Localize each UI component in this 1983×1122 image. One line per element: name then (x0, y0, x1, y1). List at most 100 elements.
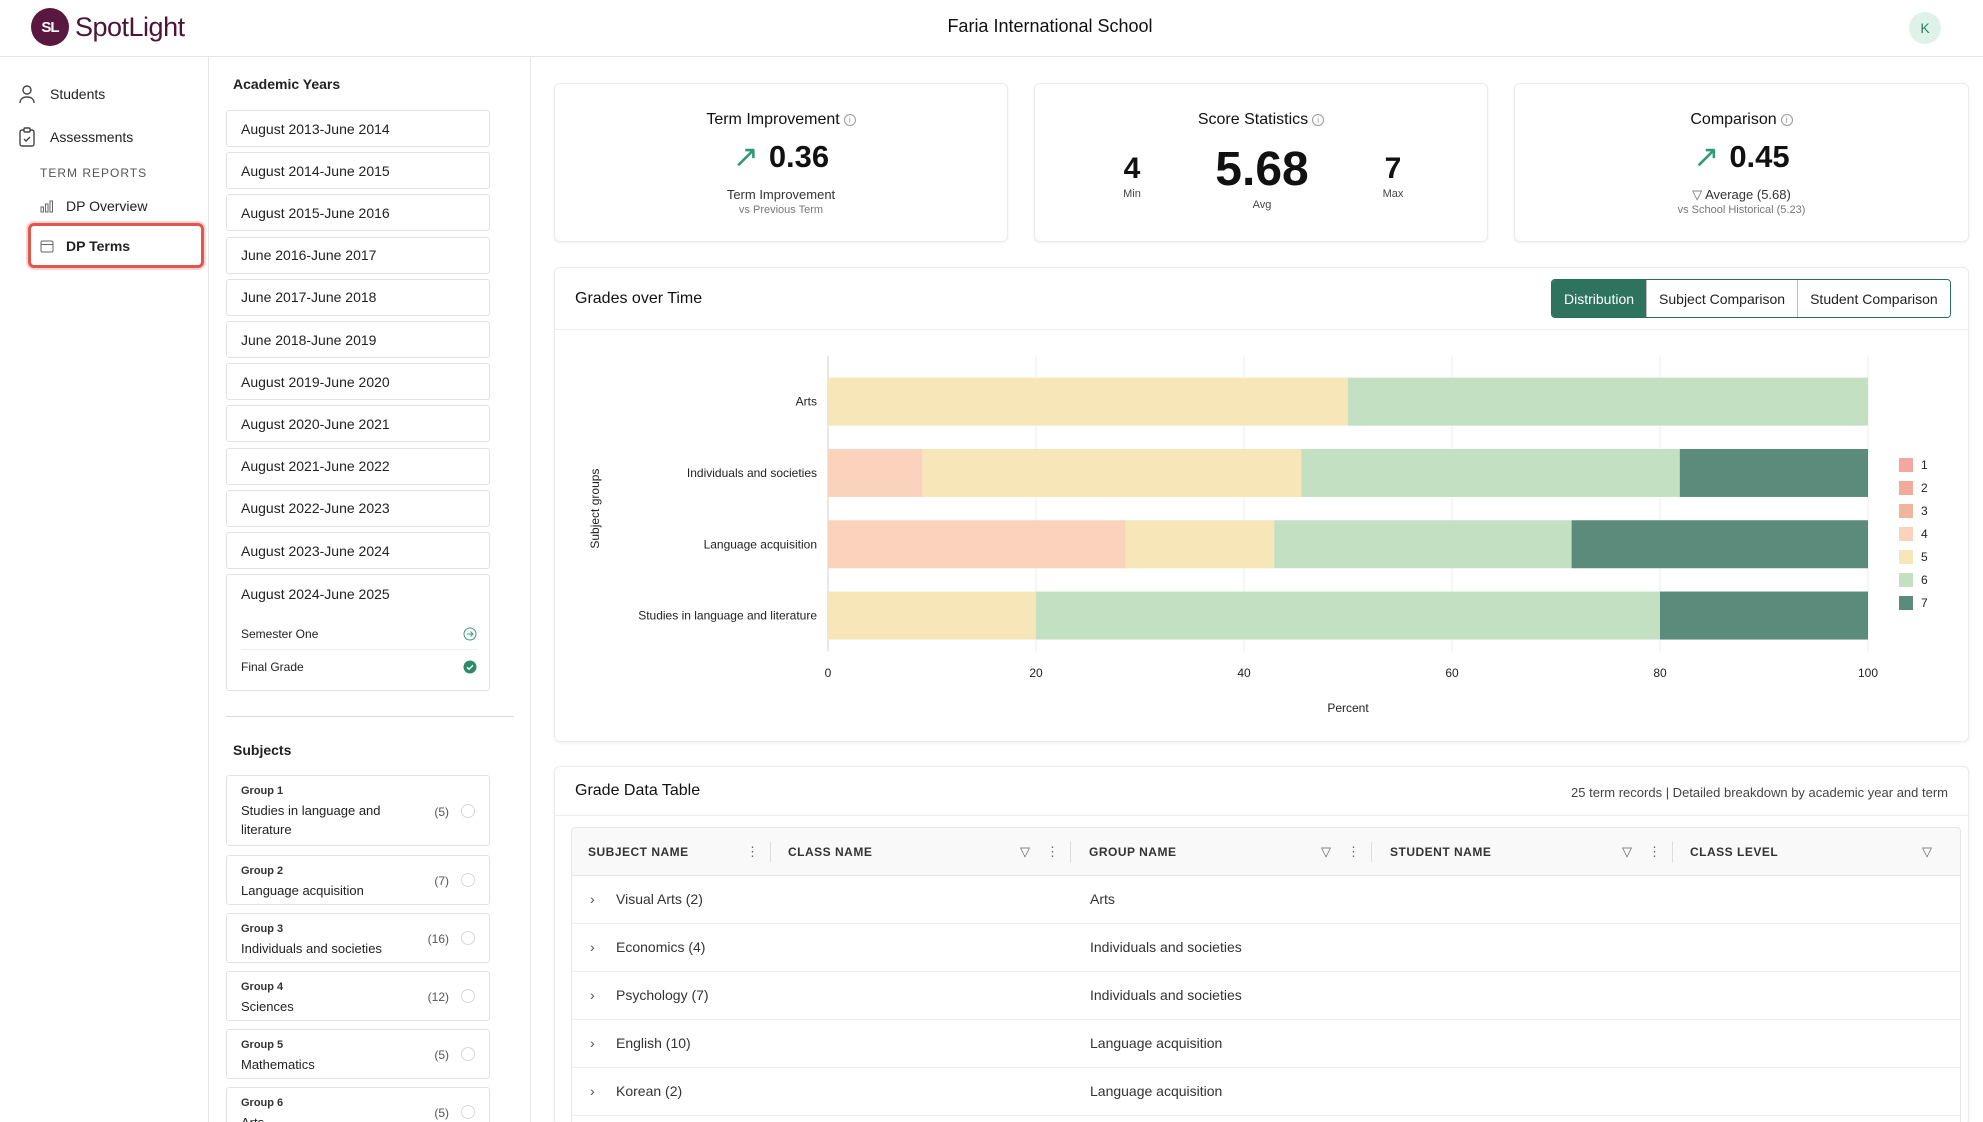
legend-label: 2 (1921, 481, 1928, 495)
cell-subject-name: English (10) (616, 1035, 691, 1051)
app-logo[interactable]: SL SpotLight (31, 8, 185, 46)
filter-icon[interactable]: ▽ (1622, 844, 1632, 859)
subject-group-item[interactable]: Group 5 Mathematics (5) (226, 1029, 490, 1079)
year-item-expanded[interactable]: August 2024-June 2025 Semester One Final… (226, 574, 490, 691)
col-header-subject-name[interactable]: SUBJECT NAME (588, 845, 689, 859)
cell-subject-name: Economics (4) (616, 939, 706, 955)
y-tick-label: Arts (796, 395, 817, 409)
subject-group-item[interactable]: Group 4 Sciences (12) (226, 971, 490, 1021)
bar-segment-grade-6 (1036, 591, 1660, 640)
chevron-right-icon[interactable]: › (590, 939, 595, 955)
column-separator[interactable] (1070, 842, 1071, 862)
bar-segment-grade-7 (1679, 448, 1868, 497)
x-tick-label: 100 (1858, 666, 1878, 680)
tab-subject-comparison[interactable]: Subject Comparison (1646, 280, 1798, 317)
subject-group-item[interactable]: Group 1 Studies in language and literatur… (226, 775, 490, 846)
subject-count: (5) (434, 1048, 449, 1062)
col-header-class-level[interactable]: CLASS LEVEL (1690, 845, 1779, 859)
table-row[interactable]: › Economics (4) Individuals and societies (572, 924, 1960, 972)
nav-label-dp-overview: DP Overview (66, 198, 148, 214)
bar-chart-icon (40, 200, 53, 213)
subject-group-item[interactable]: Group 3 Individuals and societies (16) (226, 913, 490, 963)
chart-view-toggle: Distribution Subject Comparison Student … (1551, 279, 1951, 318)
year-item[interactable]: August 2023-June 2024 (226, 532, 490, 569)
column-menu-icon[interactable]: ⋮ (1046, 844, 1059, 859)
x-tick-label: 40 (1237, 666, 1251, 680)
person-icon (19, 85, 35, 104)
nav-item-students[interactable]: Students (18, 84, 105, 104)
year-item[interactable]: August 2019-June 2020 (226, 363, 490, 401)
subject-group-item[interactable]: Group 6 Arts (5) (226, 1087, 490, 1122)
radio-button[interactable] (461, 1105, 475, 1119)
year-item[interactable]: August 2020-June 2021 (226, 405, 490, 443)
year-item[interactable]: August 2022-June 2023 (226, 489, 490, 527)
chevron-right-icon[interactable]: › (590, 891, 595, 907)
year-item[interactable]: August 2014-June 2015 (226, 152, 490, 190)
score-max: 7 Max (1382, 152, 1404, 200)
grid-header: SUBJECT NAME ⋮ CLASS NAME ▽ ⋮ GROUP NAME… (572, 828, 1960, 876)
nav-item-dp-terms[interactable]: DP Terms (28, 223, 204, 268)
cell-subject-name: Korean (2) (616, 1083, 683, 1099)
term-label: Semester One (241, 626, 319, 641)
nav-item-assessments[interactable]: Assessments (18, 127, 133, 147)
sidebar-nav: Students Assessments TERM REPORTS DP Ove… (0, 57, 209, 1122)
table-row[interactable]: › Visual Arts (2) Arts (572, 876, 1960, 924)
y-tick-label: Individuals and societies (687, 466, 817, 480)
bar-segment-grade-5 (1125, 520, 1275, 569)
column-separator[interactable] (1672, 842, 1673, 862)
year-item[interactable]: August 2021-June 2022 (226, 447, 490, 485)
info-icon[interactable]: i (1312, 114, 1325, 126)
table-row[interactable]: › Psychology (7) Individuals and societies (572, 972, 1960, 1020)
tab-distribution[interactable]: Distribution (1552, 280, 1647, 317)
table-row[interactable]: › Korean (2) Language acquisition (572, 1068, 1960, 1116)
chevron-right-icon[interactable]: › (590, 1035, 595, 1051)
subject-count: (12) (427, 990, 449, 1004)
year-item[interactable]: June 2017-June 2018 (226, 278, 490, 316)
chevron-right-icon[interactable]: › (590, 987, 595, 1003)
info-icon[interactable]: i (843, 114, 856, 126)
chevron-right-icon[interactable]: › (590, 1083, 595, 1099)
user-avatar[interactable]: K (1909, 12, 1941, 44)
radio-button[interactable] (461, 803, 475, 818)
subject-count: (5) (434, 1106, 449, 1120)
nav-section-term-reports: TERM REPORTS (40, 166, 148, 180)
year-item[interactable]: August 2015-June 2016 (226, 194, 490, 232)
comparison-title: Comparison i (1515, 111, 1968, 129)
year-item[interactable]: August 2013-June 2014 (226, 110, 490, 147)
legend-label: 6 (1921, 573, 1928, 587)
calendar-icon (40, 240, 54, 252)
column-separator[interactable] (770, 842, 771, 862)
col-header-class-name[interactable]: CLASS NAME (788, 845, 873, 859)
academic-years-heading: Academic Years (233, 76, 341, 92)
radio-button[interactable] (461, 873, 475, 887)
subject-group-label: Group 2 (241, 865, 284, 877)
cell-group-name: Arts (1090, 891, 1115, 907)
column-separator[interactable] (1371, 842, 1372, 862)
col-header-student-name[interactable]: STUDENT NAME (1390, 845, 1492, 859)
school-title: Faria International School (947, 16, 1153, 36)
filter-icon[interactable]: ▽ (1922, 844, 1932, 859)
legend-label: 5 (1921, 550, 1928, 564)
filter-icon[interactable]: ▽ (1020, 844, 1030, 859)
y-tick-label: Language acquisition (704, 537, 817, 551)
table-row[interactable]: › English (10) Language acquisition (572, 1020, 1960, 1068)
subject-group-item[interactable]: Group 2 Language acquisition (7) (226, 855, 490, 905)
column-menu-icon[interactable]: ⋮ (1648, 844, 1661, 859)
trend-up-icon: ↗ (732, 139, 759, 174)
year-item[interactable]: June 2018-June 2019 (226, 321, 490, 358)
score-statistics-title: Score Statistics i (1035, 111, 1487, 129)
radio-button[interactable] (461, 931, 475, 945)
radio-button[interactable] (461, 1047, 475, 1061)
term-option-final-grade[interactable]: Final Grade (241, 651, 477, 683)
info-icon[interactable]: i (1780, 114, 1793, 126)
tab-student-comparison[interactable]: Student Comparison (1797, 280, 1950, 317)
year-item[interactable]: June 2016-June 2017 (226, 236, 490, 274)
filter-icon[interactable]: ▽ (1321, 844, 1331, 859)
column-menu-icon[interactable]: ⋮ (1347, 844, 1360, 859)
col-header-group-name[interactable]: GROUP NAME (1089, 845, 1177, 859)
term-option-semester-one[interactable]: Semester One (241, 618, 477, 650)
nav-item-dp-overview[interactable]: DP Overview (40, 198, 147, 214)
radio-button[interactable] (461, 989, 475, 1003)
grades-distribution-chart: Arts Individuals and societies Language ac… (588, 356, 1928, 715)
column-menu-icon[interactable]: ⋮ (746, 844, 759, 859)
